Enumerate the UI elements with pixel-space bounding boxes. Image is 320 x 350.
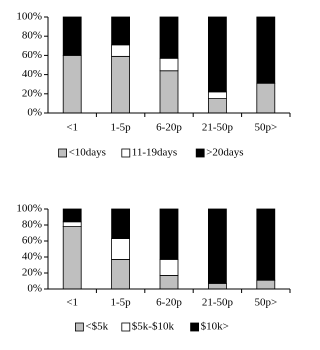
legend-label: <10days [69, 147, 106, 159]
bar-segment [159, 57, 179, 72]
legend-label: $10k> [201, 321, 229, 333]
bar-segment [256, 82, 276, 114]
y-tick-label: 80% [22, 219, 42, 231]
legend-swatch [195, 148, 205, 158]
bar-segment [256, 16, 276, 84]
x-tick-label: 6-20p [156, 122, 182, 134]
y-tick-label: 20% [22, 267, 42, 279]
bar-segment [111, 55, 130, 114]
x-tick-label: <1 [66, 297, 78, 309]
bar-segment [159, 274, 179, 290]
page: {"chart_data": [ {"type": "stacked_bar",… [16, 10, 291, 333]
legend-label: $5k-$10k [132, 321, 175, 333]
x-tick-label: 50p> [254, 122, 277, 134]
bar-segment [159, 70, 179, 114]
bar-segment [62, 55, 82, 114]
y-tick-label: 100% [16, 11, 42, 23]
x-tick-label: 50p> [254, 297, 277, 309]
legend-label: <$5k [85, 321, 108, 333]
y-tick-label: 80% [22, 30, 42, 42]
y-tick-label: 60% [22, 235, 42, 247]
bar-segment [207, 16, 227, 93]
x-tick-label: 21-50p [202, 122, 234, 134]
legend-swatch [58, 148, 67, 158]
y-tick-label: 40% [22, 68, 42, 80]
bar-segment [256, 279, 276, 290]
legend-label: >20days [206, 147, 243, 159]
legend-swatch [190, 322, 200, 332]
y-tick-label: 40% [22, 251, 42, 263]
legend-swatch [121, 148, 131, 158]
bar-segment [207, 208, 227, 284]
x-tick-label: 6-20p [156, 297, 182, 309]
bar-segment [62, 208, 82, 223]
x-tick-label: <1 [66, 122, 78, 134]
bar-segment [159, 208, 179, 260]
bar-segment [111, 208, 130, 240]
y-tick-label: 0% [27, 107, 42, 119]
bar-segment [207, 98, 227, 114]
chart: 0% 20% 40% 60% 80% 100% <1 1-5p 6-20p 21-50p 50p> <… [16, 11, 291, 333]
bar-segment [111, 238, 130, 260]
bar-segment [207, 91, 227, 99]
y-tick-label: 0% [27, 283, 42, 295]
bar-segment [207, 282, 227, 290]
bar-segment [62, 226, 82, 290]
x-tick-label: 1-5p [111, 297, 132, 309]
legend-swatch [121, 322, 131, 332]
y-tick-label: 20% [22, 87, 42, 99]
y-tick-label: 60% [22, 49, 42, 61]
legend-swatch [75, 322, 84, 332]
legend-label: 11-19days [132, 147, 177, 159]
bar-segment [111, 44, 130, 57]
x-tick-label: 1-5p [111, 122, 132, 134]
bar-segment [159, 258, 179, 276]
bar-segment [62, 221, 82, 228]
bar-segment [111, 258, 130, 290]
bar-segment [111, 16, 130, 46]
x-tick-label: 21-50p [202, 297, 234, 309]
bar-segment [62, 16, 82, 56]
bar-segment [256, 208, 276, 281]
bar-segment [159, 16, 179, 59]
y-tick-label: 100% [16, 203, 42, 215]
